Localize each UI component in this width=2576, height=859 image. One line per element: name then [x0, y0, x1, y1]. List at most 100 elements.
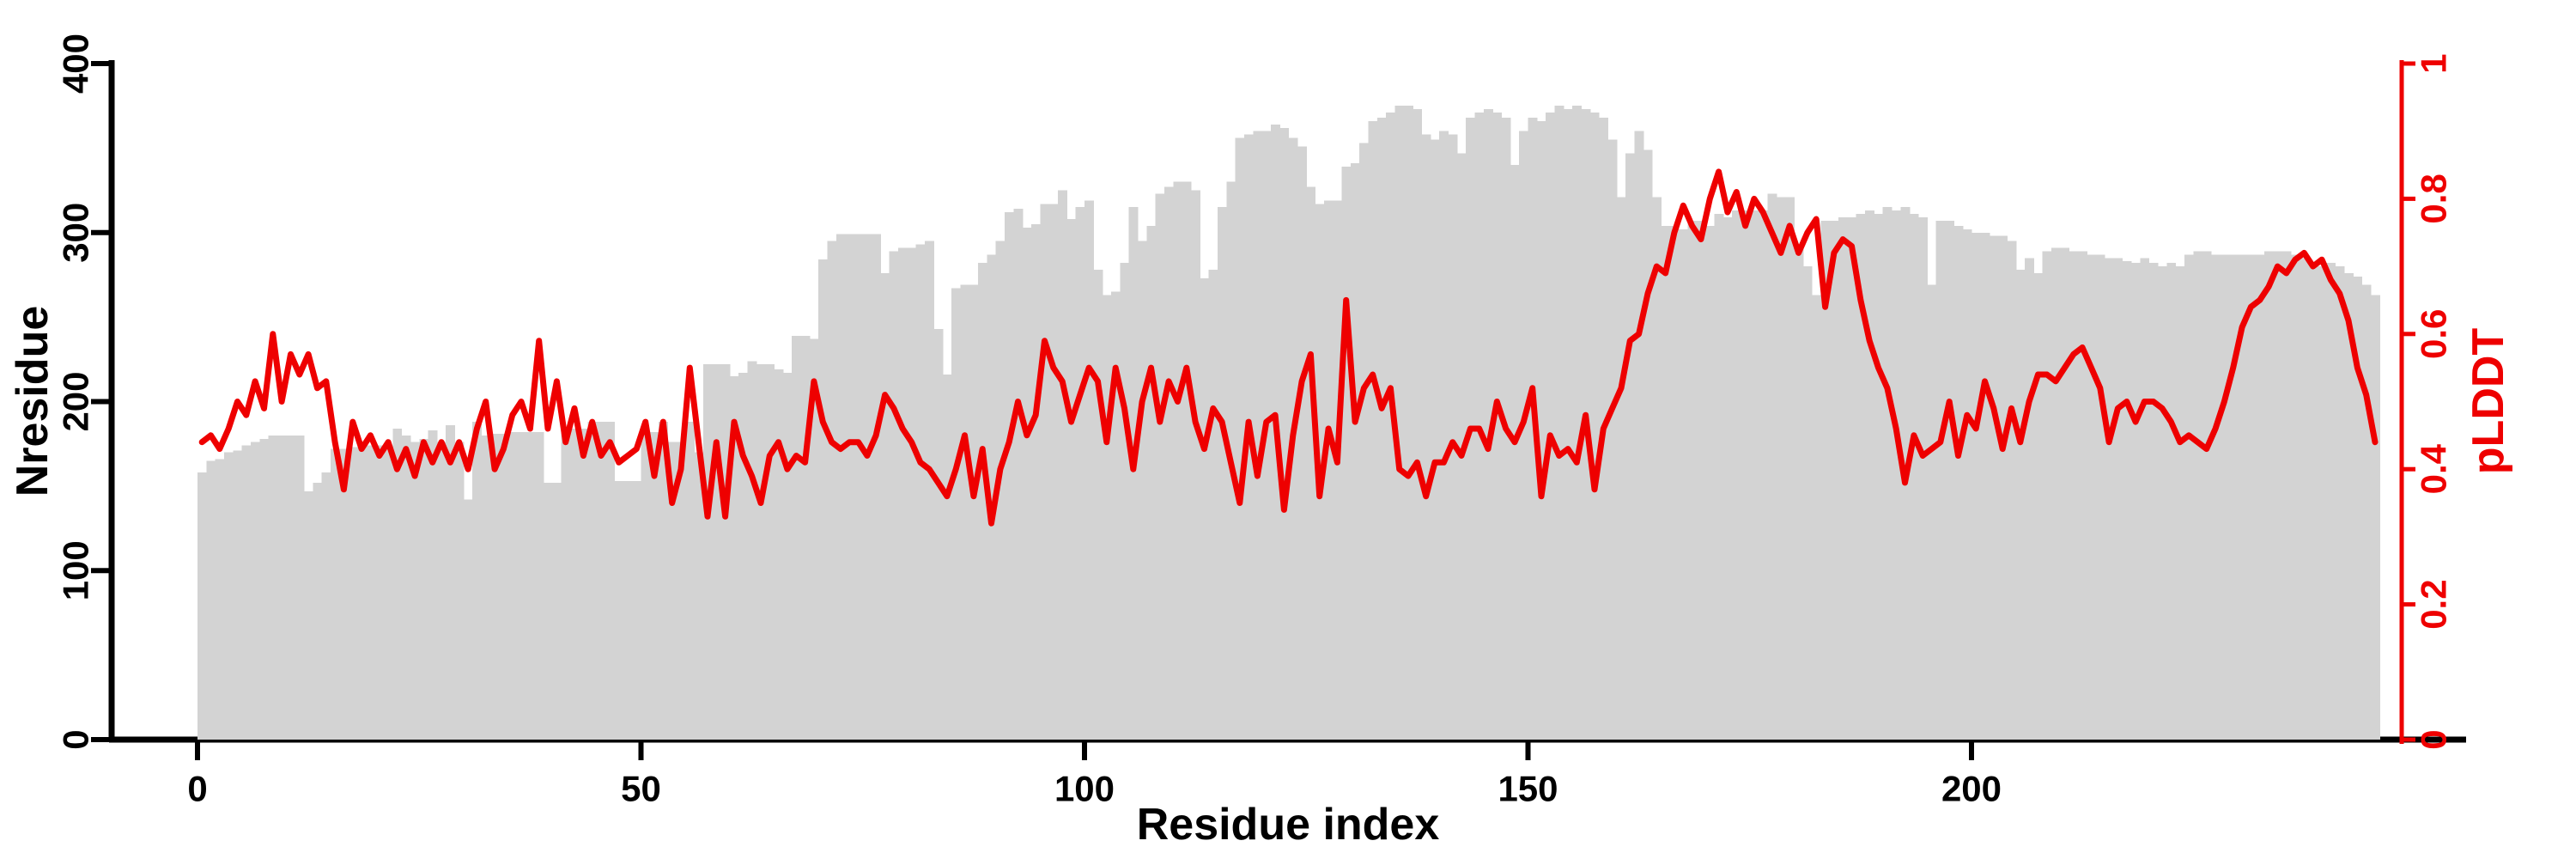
nresidue-bar [534, 431, 544, 740]
right-axis-ticks: 0 0.2 0.4 0.6 0.8 1 [2402, 53, 2454, 750]
nresidue-bar [1767, 193, 1777, 740]
nresidue-bar [854, 234, 864, 740]
nresidue-bar [1439, 131, 1449, 740]
nresidue-bar [2308, 263, 2318, 740]
nresidue-bar [223, 452, 234, 740]
nresidue-bar [1448, 134, 1458, 740]
left-tick-label: 0 [56, 729, 96, 749]
nresidue-bar [463, 499, 473, 740]
nresidue-bar [2228, 254, 2239, 740]
nresidue-bar [1554, 106, 1564, 740]
nresidue-bar [1163, 186, 1174, 740]
plddt-line [198, 168, 2379, 527]
nresidue-bar [1749, 210, 1759, 740]
bottom-tick-label: 200 [1941, 769, 2002, 809]
nresidue-bar [1696, 220, 1706, 740]
right-tick-label: 0 [2414, 729, 2454, 749]
nresidue-bar [579, 428, 589, 740]
nresidue-bar [2273, 251, 2283, 740]
right-tick-label: 1 [2414, 53, 2454, 73]
nresidue-bar [960, 284, 970, 740]
nresidue-bar [2087, 254, 2097, 740]
right-tick-label: 0.4 [2414, 443, 2454, 494]
nresidue-bar [782, 373, 793, 740]
nresidue-bar [2175, 266, 2185, 740]
nresidue-bar [2033, 272, 2044, 740]
nresidue-bar [2255, 254, 2265, 740]
nresidue-bar [995, 241, 1005, 740]
nresidue-bar [233, 450, 243, 740]
nresidue-bar [259, 438, 270, 740]
nresidue-bar [915, 244, 926, 740]
nresidue-bar [1137, 241, 1147, 740]
nresidue-bar [472, 422, 483, 740]
nresidue-bar [1935, 220, 1946, 740]
nresidue-bar [1634, 131, 1644, 740]
bottom-tick-label: 150 [1498, 769, 1558, 809]
nresidue-bar [1989, 235, 1999, 740]
nresidue-bar [1953, 225, 1964, 740]
nresidue-bar [1368, 120, 1378, 740]
left-tick-label: 400 [56, 34, 96, 94]
nresidue-bar [933, 328, 944, 740]
nresidue-bar [1323, 200, 1334, 740]
nresidue-bar [321, 472, 331, 740]
nresidue-bar [925, 241, 934, 740]
nresidue-bar [1776, 197, 1786, 740]
nresidue-bar [2317, 266, 2327, 740]
nresidue-bar [2300, 258, 2310, 740]
nresidue-bar [1980, 232, 1990, 740]
nresidue-bar [987, 254, 997, 740]
nresidue-bar [339, 448, 349, 740]
nresidue-bar [330, 448, 340, 740]
nresidue-bar [632, 480, 642, 740]
nresidue-bar [1918, 217, 1928, 740]
nresidue-bar [1616, 197, 1626, 740]
nresidue-bar [1022, 227, 1032, 740]
nresidue-bar [827, 241, 837, 740]
nresidue-bar [489, 433, 500, 740]
nresidue-bar [1874, 214, 1884, 740]
nresidue-bar [2193, 251, 2203, 740]
nresidue-bar [499, 433, 509, 740]
nresidue-bar [1812, 295, 1821, 740]
nresidue-bar [419, 438, 429, 740]
nresidue-bar [1741, 210, 1751, 740]
nresidue-bar [454, 442, 465, 740]
left-tick-label: 100 [56, 540, 96, 600]
nresidue-bar [197, 472, 207, 740]
right-tick-label: 0.6 [2414, 309, 2454, 359]
nresidue-bar [401, 435, 411, 740]
nresidue-bar [676, 442, 686, 740]
nresidue-bar [1722, 217, 1733, 740]
nresidue-bar [2060, 247, 2070, 740]
nresidue-bar [1173, 181, 1183, 740]
nresidue-bar [2077, 251, 2087, 740]
right-tick-label: 0.8 [2414, 174, 2454, 223]
nresidue-bar [685, 422, 696, 740]
nresidue-bar [1652, 197, 1662, 740]
nresidue-bar [1927, 284, 1937, 740]
nresidue-bar [543, 482, 553, 740]
nresidue-bar [2050, 247, 2061, 740]
nresidue-bar [1607, 139, 1618, 740]
nresidue-bar [1829, 220, 1839, 740]
nresidue-bar [2184, 254, 2194, 740]
nresidue-bar [1661, 225, 1671, 740]
nresidue-bar [2015, 270, 2026, 740]
nresidue-bar [1589, 113, 1600, 740]
nresidue-bar [507, 431, 518, 740]
nresidue-bar [1376, 117, 1387, 740]
nresidue-bar [1679, 228, 1689, 740]
nresidue-bar [1430, 139, 1440, 740]
nresidue-bar [1253, 131, 1263, 740]
nresidue-bar [561, 428, 571, 740]
nresidue-bar [1066, 219, 1077, 740]
nresidue-bar [1865, 210, 1874, 740]
nresidue-bar [1217, 207, 1227, 740]
nresidue-bar [2281, 251, 2292, 740]
nresidue-bar [481, 435, 491, 740]
nresidue-bar [1093, 270, 1103, 740]
